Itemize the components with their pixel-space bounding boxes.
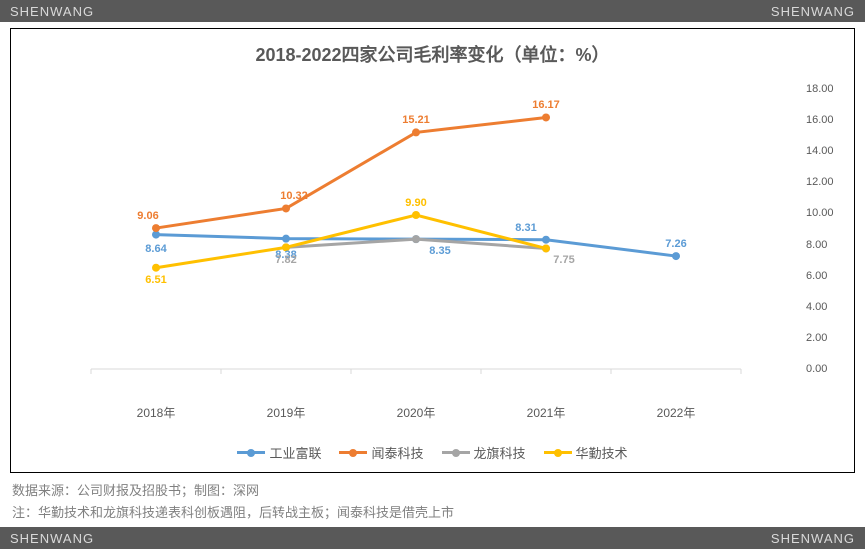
legend: 工业富联 闻泰科技 龙旗科技 华勤技术 (11, 443, 854, 462)
data-label: 6.51 (145, 274, 166, 286)
legend-label: 闻泰科技 (371, 443, 423, 462)
legend-item: 华勤技术 (544, 443, 628, 462)
series-line (156, 117, 546, 228)
series-marker (412, 211, 420, 219)
legend-marker-icon (349, 449, 357, 457)
series-marker (282, 235, 290, 243)
chart-container: 2018-2022四家公司毛利率变化（单位：%） 0.002.004.006.0… (10, 28, 855, 473)
series-marker (152, 224, 160, 232)
data-label: 9.90 (405, 197, 426, 209)
x-tick-label: 2020年 (397, 404, 436, 421)
legend-marker-icon (452, 449, 460, 457)
x-tick-label: 2019年 (267, 404, 306, 421)
legend-label: 华勤技术 (576, 443, 628, 462)
series-marker (152, 264, 160, 272)
y-tick-label: 16.00 (806, 114, 851, 126)
y-tick-label: 18.00 (806, 83, 851, 95)
series-marker (542, 113, 550, 121)
data-label: 10.32 (280, 190, 308, 202)
series-marker (282, 204, 290, 212)
watermark-text: SHENWANG (10, 531, 94, 546)
footer-note: 注：华勤技术和龙旗科技递表科创板遇阻，后转战主板；闻泰科技是借壳上市 (12, 502, 454, 521)
series-marker (412, 235, 420, 243)
legend-line-icon (442, 451, 470, 454)
x-tick-label: 2018年 (137, 404, 176, 421)
legend-label: 龙旗科技 (474, 443, 526, 462)
legend-item: 龙旗科技 (442, 443, 526, 462)
data-label: 15.21 (402, 114, 430, 126)
series-marker (542, 236, 550, 244)
y-tick-label: 0.00 (806, 363, 851, 375)
series-marker (542, 244, 550, 252)
x-tick-label: 2021年 (527, 404, 566, 421)
y-tick-label: 12.00 (806, 176, 851, 188)
y-tick-label: 4.00 (806, 301, 851, 313)
series-marker (672, 252, 680, 260)
data-label: 7.75 (553, 254, 574, 266)
chart-svg (61, 79, 801, 399)
legend-marker-icon (554, 449, 562, 457)
plot-area: 0.002.004.006.008.0010.0012.0014.0016.00… (61, 79, 801, 399)
legend-item: 闻泰科技 (339, 443, 423, 462)
legend-item: 工业富联 (237, 443, 321, 462)
data-label: 7.26 (665, 238, 686, 250)
data-label: 8.31 (515, 222, 536, 234)
watermark-top-bar: SHENWANG SHENWANG (0, 0, 865, 22)
watermark-text: SHENWANG (10, 4, 94, 19)
y-tick-label: 6.00 (806, 270, 851, 282)
y-tick-label: 14.00 (806, 145, 851, 157)
legend-line-icon (339, 451, 367, 454)
chart-title: 2018-2022四家公司毛利率变化（单位：%） (11, 41, 854, 67)
footer-source: 数据来源：公司财报及招股书；制图：深网 (12, 480, 259, 499)
watermark-text: SHENWANG (771, 4, 855, 19)
data-label: 7.82 (275, 254, 296, 266)
series-line (156, 215, 546, 268)
y-tick-label: 8.00 (806, 239, 851, 251)
data-label: 9.06 (137, 210, 158, 222)
legend-label: 工业富联 (269, 443, 321, 462)
y-tick-label: 2.00 (806, 332, 851, 344)
x-tick-label: 2022年 (657, 404, 696, 421)
legend-line-icon (544, 451, 572, 454)
data-label: 16.17 (532, 99, 560, 111)
legend-marker-icon (247, 449, 255, 457)
data-label: 8.64 (145, 243, 166, 255)
series-marker (412, 128, 420, 136)
y-tick-label: 10.00 (806, 207, 851, 219)
data-label: 8.35 (429, 245, 450, 257)
legend-line-icon (237, 451, 265, 454)
watermark-text: SHENWANG (771, 531, 855, 546)
watermark-bottom-bar: SHENWANG SHENWANG (0, 527, 865, 549)
